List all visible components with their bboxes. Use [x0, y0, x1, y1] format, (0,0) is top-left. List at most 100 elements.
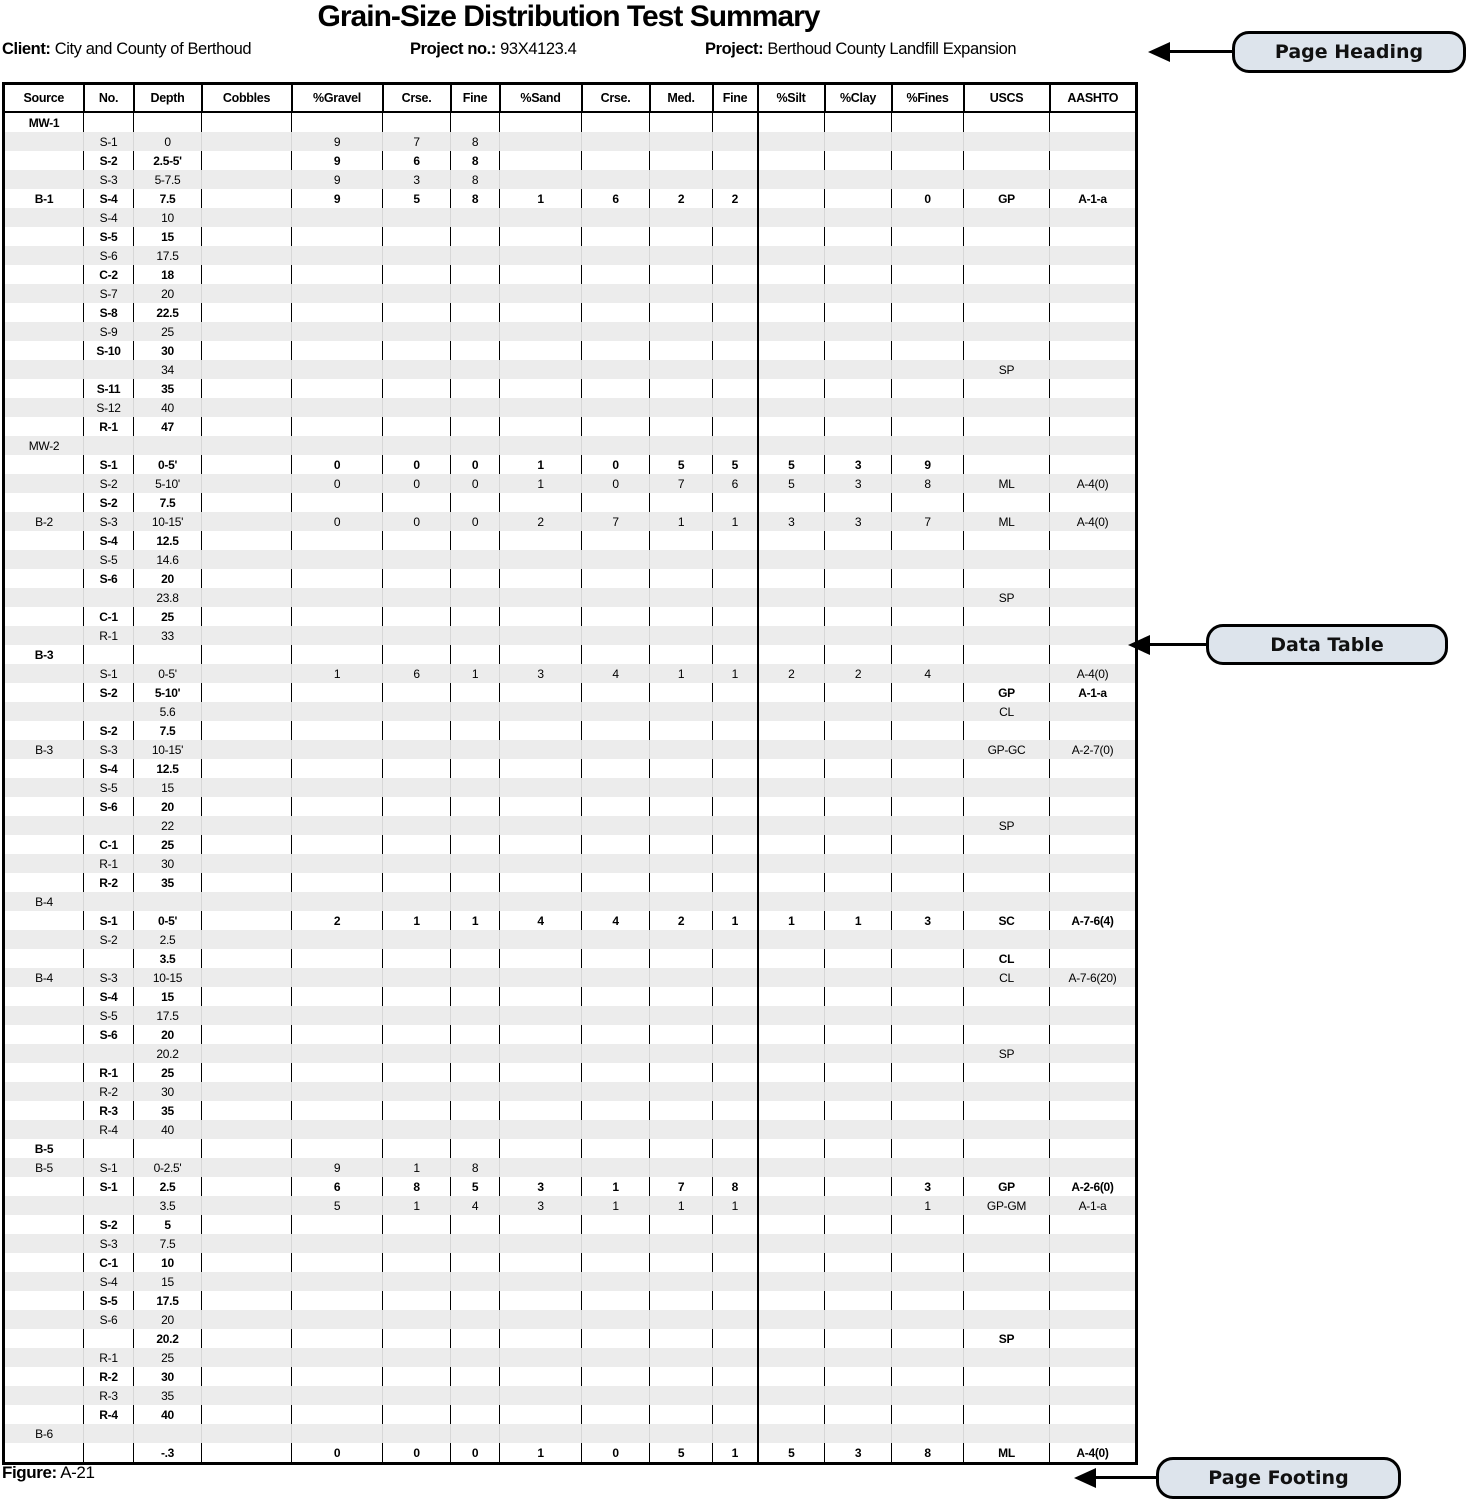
cell [581, 1120, 650, 1139]
cell [824, 1177, 892, 1196]
cell [963, 759, 1050, 778]
table-row: R-2 35 [3, 873, 1137, 892]
cell [450, 873, 500, 892]
cell [756, 322, 825, 341]
cell [756, 1082, 825, 1101]
cell: GP-GC [963, 740, 1050, 759]
table-row: B-1 S-4 7.5 9 5 8 1 6 2 2 0 GP A-1-a [3, 189, 1137, 208]
cell [963, 1272, 1050, 1291]
cell [891, 227, 964, 246]
cell [824, 1158, 892, 1177]
cell: 3 [756, 512, 825, 531]
cell: 20 [133, 569, 202, 588]
cell [649, 854, 713, 873]
cell: 20 [133, 797, 202, 816]
cell: 6 [291, 1177, 383, 1196]
cell [712, 1291, 758, 1310]
cell: S-12 [83, 398, 134, 417]
cell [499, 721, 582, 740]
cell [581, 873, 650, 892]
cell [499, 493, 582, 512]
cell [499, 265, 582, 284]
cell [712, 645, 758, 664]
cell [756, 1386, 825, 1405]
cell [712, 284, 758, 303]
cell: 20 [133, 1025, 202, 1044]
cell [291, 379, 383, 398]
cell: S-5 [83, 778, 134, 797]
cell [3, 493, 84, 512]
cell [891, 284, 964, 303]
cell [581, 778, 650, 797]
cell [891, 303, 964, 322]
cell [824, 208, 892, 227]
cell [756, 227, 825, 246]
cell [201, 132, 292, 151]
cell [291, 246, 383, 265]
cell [649, 284, 713, 303]
cell [581, 759, 650, 778]
cell [450, 1044, 500, 1063]
cell: 2 [649, 189, 713, 208]
cell [450, 1215, 500, 1234]
cell [649, 1044, 713, 1063]
cell [649, 1063, 713, 1082]
cell [450, 417, 500, 436]
column-header--sand: %Sand [498, 82, 583, 113]
cell [712, 797, 758, 816]
cell [756, 778, 825, 797]
cell [824, 151, 892, 170]
cell [382, 1405, 451, 1424]
cell: 5-10' [133, 683, 202, 702]
cell: 1 [450, 664, 500, 683]
cell [581, 208, 650, 227]
cell [450, 379, 500, 398]
cell [649, 322, 713, 341]
cell: 8 [450, 170, 500, 189]
cell [382, 1234, 451, 1253]
cell: S-4 [83, 208, 134, 227]
cell: S-10 [83, 341, 134, 360]
column-header-med-: Med. [648, 82, 714, 113]
cell [712, 569, 758, 588]
cell [1049, 170, 1137, 189]
cell: C-1 [83, 607, 134, 626]
cell: S-5 [83, 227, 134, 246]
cell [649, 227, 713, 246]
cell [963, 379, 1050, 398]
table-row: B-2 S-3 10-15' 0 0 0 2 7 1 1 3 3 7 ML A-4(0) [3, 512, 1137, 531]
cell [1049, 588, 1137, 607]
cell [1049, 949, 1137, 968]
cell: 5 [712, 455, 758, 474]
cell [133, 645, 202, 664]
cell: 1 [756, 911, 825, 930]
cell [756, 1044, 825, 1063]
cell [499, 284, 582, 303]
cell [450, 740, 500, 759]
cell [201, 1006, 292, 1025]
cell [756, 1348, 825, 1367]
cell [3, 854, 84, 873]
cell: S-6 [83, 1310, 134, 1329]
cell [291, 930, 383, 949]
cell [756, 132, 825, 151]
cell [1049, 455, 1137, 474]
cell [291, 759, 383, 778]
cell [712, 1063, 758, 1082]
cell [291, 1253, 383, 1272]
cell [649, 816, 713, 835]
cell [201, 740, 292, 759]
table-row: 20.2 SP [3, 1329, 1137, 1348]
table-row: S-7 20 [3, 284, 1137, 303]
cell [201, 398, 292, 417]
cell: 1 [499, 474, 582, 493]
cell [756, 550, 825, 569]
cell [1049, 417, 1137, 436]
cell: S-4 [83, 189, 134, 208]
cell [581, 968, 650, 987]
cell: S-2 [83, 1215, 134, 1234]
cell: 8 [450, 1158, 500, 1177]
cell [581, 702, 650, 721]
cell: 22 [133, 816, 202, 835]
cell [450, 112, 500, 132]
